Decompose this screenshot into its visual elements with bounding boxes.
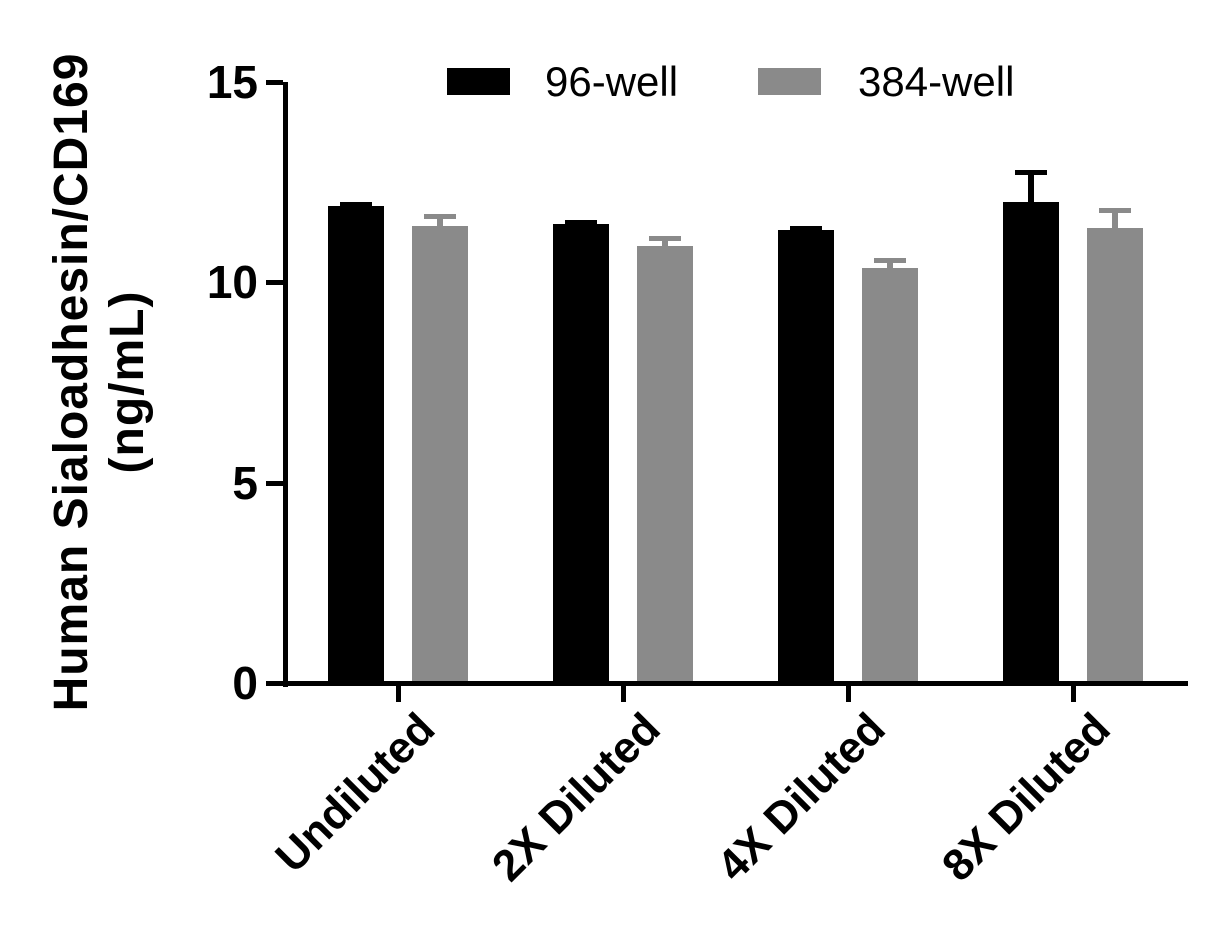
error-bar-stem <box>662 236 668 247</box>
legend-swatch-96-well <box>447 68 510 95</box>
y-axis-tick <box>265 280 283 286</box>
error-bar-cap <box>1015 170 1047 176</box>
error-bar-cap <box>565 220 597 226</box>
x-axis-tick <box>845 686 851 702</box>
bar-384-well-2x-diluted <box>637 246 693 684</box>
bar-96-well-undiluted <box>328 206 384 684</box>
y-axis-tick <box>265 80 283 85</box>
y-tick-label: 5 <box>232 456 258 509</box>
bar-384-well-4x-diluted <box>862 268 918 684</box>
x-axis-tick <box>620 686 626 702</box>
y-axis-tick <box>265 480 283 486</box>
x-axis-tick <box>1070 686 1076 702</box>
y-axis-title: Human Sialoadhesin/CD169 (ng/mL) <box>44 53 156 712</box>
error-bar-stem <box>887 258 893 269</box>
y-tick-label: 10 <box>206 256 258 309</box>
error-bar-cap <box>649 236 681 242</box>
legend-swatch-384-well <box>758 68 821 95</box>
y-axis-title-line1: Human Sialoadhesin/CD169 <box>45 52 98 712</box>
error-bar-cap <box>790 226 822 232</box>
bar-96-well-4x-diluted <box>778 230 834 684</box>
legend-label-96-well: 96-well <box>545 58 679 105</box>
bar-96-well-8x-diluted <box>1003 202 1059 684</box>
x-axis-tick <box>395 686 401 702</box>
y-tick-label: 15 <box>206 56 258 108</box>
error-bar-cap <box>424 214 456 220</box>
legend-label-384-well: 384-well <box>858 58 1015 105</box>
bar-96-well-2x-diluted <box>553 224 609 684</box>
y-axis-title-line2: (ng/mL) <box>101 290 154 474</box>
x-tick-label: Undiluted <box>266 703 445 882</box>
y-tick-label: 0 <box>232 657 258 709</box>
y-axis-tick <box>265 681 283 686</box>
error-bar-stem <box>1112 208 1118 229</box>
error-bar-stem <box>1028 170 1034 203</box>
error-bar-cap <box>340 202 372 208</box>
x-tick-label: 8X Diluted <box>932 703 1120 891</box>
error-bar-cap <box>874 258 906 264</box>
error-bar-stem <box>437 214 443 227</box>
x-tick-label: 4X Diluted <box>707 703 895 891</box>
bar-384-well-8x-diluted <box>1087 228 1143 684</box>
x-tick-label: 2X Diluted <box>482 703 670 891</box>
error-bar-cap <box>1099 208 1131 214</box>
bar-384-well-undiluted <box>412 226 468 684</box>
x-axis-line <box>282 681 1188 686</box>
y-axis-line <box>282 82 288 687</box>
